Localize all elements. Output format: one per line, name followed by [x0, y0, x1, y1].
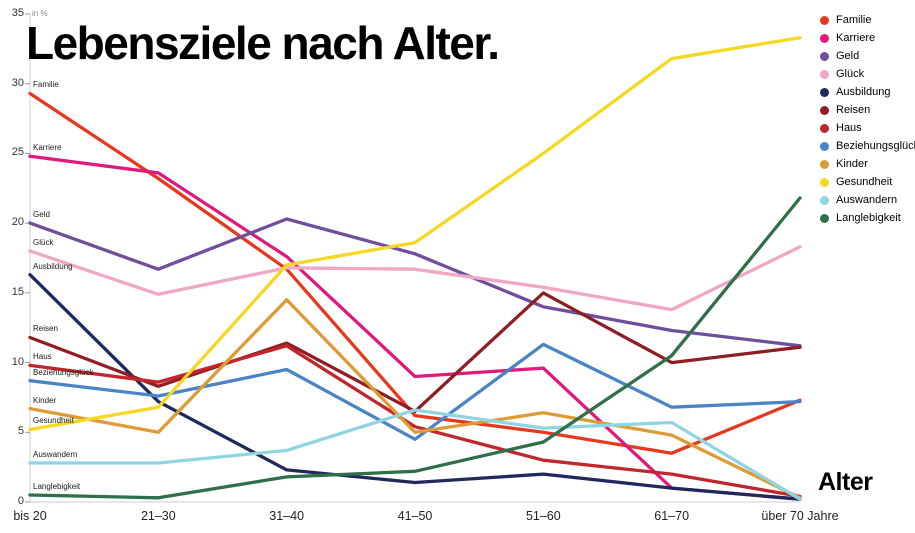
legend-color-dot: [820, 51, 829, 61]
legend-label: Reisen: [836, 104, 871, 116]
legend-item-ausbildung: Ausbildung: [820, 86, 915, 98]
legend-color-dot: [820, 33, 829, 43]
legend-color-dot: [820, 213, 829, 223]
legend: Familie Karriere Geld Glück Ausbildung Reisen…: [820, 14, 915, 230]
legend-item-kinder: Kinder: [820, 158, 915, 170]
x-tick-label: 31–40: [269, 509, 305, 523]
legend-color-dot: [820, 159, 829, 169]
series-line-haus: [28, 344, 802, 499]
legend-item-gesundheit: Gesundheit: [820, 176, 915, 188]
series-line-geld: [28, 217, 802, 348]
legend-item-reisen: Reisen: [820, 104, 915, 116]
legend-color-dot: [820, 123, 829, 133]
legend-item-auswandern: Auswandern: [820, 194, 915, 206]
x-tick-label: 41–50: [397, 509, 433, 523]
y-tick-label: 20: [11, 216, 24, 229]
series-label-gesundheit: Gesundheit: [33, 416, 74, 426]
legend-label: Karriere: [836, 32, 876, 44]
legend-label: Familie: [836, 14, 872, 26]
legend-label: Ausbildung: [836, 86, 891, 98]
legend-item-familie: Familie: [820, 14, 915, 26]
series-label-reisen: Reisen: [33, 324, 58, 334]
legend-color-dot: [820, 87, 829, 97]
legend-color-dot: [820, 177, 829, 187]
legend-item-haus: Haus: [820, 122, 915, 134]
legend-item-gluck: Glück: [820, 68, 915, 80]
series-label-haus: Haus: [33, 352, 52, 362]
x-tick-label: 51–60: [525, 509, 561, 523]
y-tick-label: 35: [11, 7, 24, 19]
x-tick-label: 61–70: [654, 509, 690, 523]
series-line-auswandern: [28, 408, 802, 501]
series-line-langlebigkeit: [28, 196, 802, 500]
y-tick-label: 0: [17, 495, 24, 507]
x-tick-label: bis 20: [13, 509, 47, 523]
series-label-kinder: Kinder: [33, 395, 57, 405]
series-line-ausbildung: [28, 273, 802, 501]
legend-color-dot: [820, 141, 829, 151]
legend-item-beziehungsgluck: Beziehungsglück: [820, 140, 915, 152]
legend-item-langlebigkeit: Langlebigkeit: [820, 212, 915, 224]
legend-label: Haus: [836, 122, 862, 134]
x-axis-title: Alter: [818, 468, 873, 496]
series-line-familie: [28, 91, 802, 455]
series-line-kinder: [28, 298, 802, 500]
series-label-karriere: Karriere: [33, 143, 62, 153]
y-tick-label: 25: [11, 146, 24, 159]
series-label-geld: Geld: [33, 210, 50, 220]
series-label-ausbildung: Ausbildung: [33, 261, 73, 271]
series-label-beziehungsgluck: Beziehungsglück: [33, 367, 94, 377]
legend-color-dot: [820, 105, 829, 115]
y-tick-label: 30: [11, 76, 24, 89]
legend-color-dot: [820, 69, 829, 79]
series-label-auswandern: Auswandern: [33, 449, 78, 459]
y-tick-label: 15: [11, 285, 24, 298]
legend-item-karriere: Karriere: [820, 32, 915, 44]
legend-label: Beziehungsglück: [836, 140, 915, 152]
legend-label: Auswandern: [836, 194, 898, 206]
series-label-gluck: Glück: [33, 238, 54, 248]
legend-item-geld: Geld: [820, 50, 915, 62]
x-tick-label: 21–30: [140, 509, 176, 523]
legend-color-dot: [820, 15, 829, 25]
legend-label: Langlebigkeit: [836, 212, 901, 224]
legend-label: Glück: [836, 68, 865, 80]
y-tick-label: 5: [17, 425, 24, 438]
series-line-gluck: [28, 245, 802, 312]
series-line-beziehungsgluck: [28, 342, 802, 441]
legend-color-dot: [820, 195, 829, 205]
series-line-gesundheit: [28, 36, 802, 432]
legend-label: Geld: [836, 50, 860, 62]
series-label-familie: Familie: [33, 80, 59, 90]
legend-label: Kinder: [836, 158, 868, 170]
y-tick-label: 10: [11, 355, 24, 368]
y-axis-unit-label: in %: [32, 9, 48, 18]
series-label-langlebigkeit: Langlebigkeit: [33, 482, 81, 492]
x-tick-label: über 70 Jahre: [761, 509, 839, 523]
legend-label: Gesundheit: [836, 176, 893, 188]
